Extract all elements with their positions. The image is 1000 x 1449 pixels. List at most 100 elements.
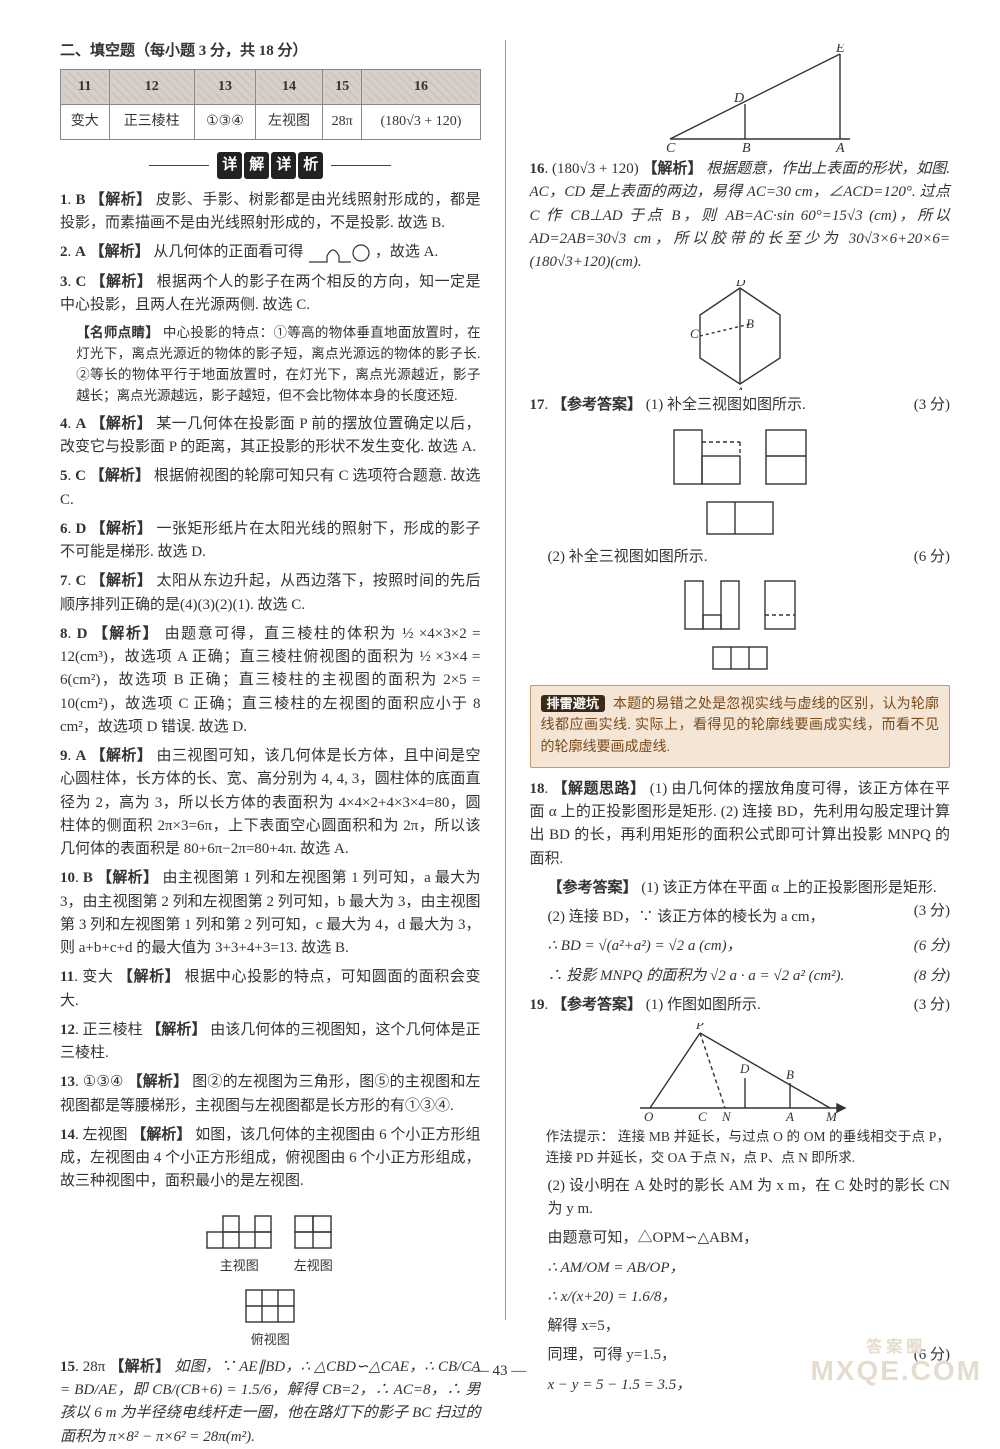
item-19-p2a: (2) 设小明在 A 处时的影长 AM 为 x m，在 C 处时的影长 CN 为… (530, 1175, 951, 1222)
item-4-label: 【解析】 (90, 416, 152, 432)
td-13: ①③④ (194, 104, 255, 139)
item-8-label: 【解析】 (93, 626, 159, 642)
item-2-body: 从几何体的正面看可得 (153, 244, 303, 260)
item-11-num: 11 (60, 969, 74, 985)
item-18: 18. 【解题思路】 (1) 由几何体的摆放角度可得，该正方体在平面 α 上的正… (530, 778, 951, 871)
q15-lbl-C: C (666, 141, 676, 154)
item-12: 12. 正三棱柱 【解析】 由该几何体的三视图知，这个几何体是正三棱柱. (60, 1019, 481, 1066)
item-19-hint-label: 作法提示： (546, 1129, 615, 1144)
item-13-ans: ①③④ (83, 1074, 124, 1090)
q19-lbl-M: M (825, 1109, 838, 1123)
item-16-num: 16 (530, 161, 545, 177)
watermark: 答案圈 MXQE.COM (810, 1339, 982, 1387)
item-11-label: 【解析】 (118, 969, 180, 985)
item-14: 14. 左视图 【解析】 如图，该几何体的主视图由 6 个小正方形组成，左视图由… (60, 1124, 481, 1194)
item-17-s1: (3 分) (914, 394, 950, 417)
item-2: 2. A 【解析】 从几何体的正面看可得 ，故选 A. (60, 241, 481, 264)
item-5-label: 【解析】 (90, 468, 150, 484)
item-10-ans: B (83, 870, 93, 886)
item-7: 7. C 【解析】 太阳从东边升起，从西边落下，按照时间的先后顺序排列正确的是(… (60, 570, 481, 617)
item-19-num: 19 (530, 997, 545, 1013)
th-11: 11 (61, 70, 110, 105)
item-1: 1. B 【解析】 皮影、手影、树影都是由光线照射形成的，都是投影，而素描画不是… (60, 189, 481, 236)
item-18-s4: (8 分) (914, 965, 950, 988)
q16-lbl-B: B (746, 316, 754, 331)
item-13-body: 图②的左视图为三角形，图⑤的主视图和左视图都是等腰梯形，主视图与左视图都是长方形… (60, 1074, 481, 1113)
item-19-s1: (3 分) (914, 994, 950, 1017)
item-19-label: 【参考答案】 (552, 997, 642, 1013)
item-5: 5. C 【解析】 根据俯视图的轮廓可知只有 C 选项符合题意. 故选 C. (60, 465, 481, 512)
th-15: 15 (322, 70, 361, 105)
q19-lbl-A: A (785, 1109, 794, 1123)
item-4-num: 4 (60, 416, 68, 432)
item-3-ans: C (75, 274, 86, 290)
item-17: 17. 【参考答案】 (1) 补全三视图如图所示. (3 分) (530, 394, 951, 417)
item-3-tip: 【名师点睛】 中心投影的特点：①等高的物体垂直地面放置时，在灯光下，离点光源近的… (60, 323, 481, 407)
q17-fig1 (530, 424, 951, 490)
item-18-a3: ∴ BD = √(a²+a²) = √2 a (cm)， (6 分) (530, 935, 951, 958)
section2-title: 二、填空题（每小题 3 分，共 18 分） (60, 40, 481, 63)
td-11: 变大 (61, 104, 110, 139)
item-16-ans: (180√3 + 120) (552, 161, 639, 177)
item-16-label: 【解析】 (642, 161, 702, 177)
q19-lbl-O: O (644, 1109, 654, 1123)
item-12-num: 12 (60, 1022, 75, 1038)
item-7-label: 【解析】 (91, 573, 153, 589)
watermark-top: 答案圈 (810, 1339, 982, 1357)
th-14: 14 (256, 70, 323, 105)
th-13: 13 (194, 70, 255, 105)
item-18-a4-text: ∴ 投影 MNPQ 的面积为 √2 a · a = √2 a² (cm²). (548, 968, 845, 984)
q14-main-label: 主视图 (203, 1256, 275, 1276)
td-15: 28π (322, 104, 361, 139)
item-11-ans: 变大 (82, 969, 113, 985)
item-3-tip-label: 【名师点睛】 (76, 325, 159, 340)
item-10: 10. B 【解析】 由主视图第 1 列和左视图第 1 列可知，a 最大为 3，… (60, 867, 481, 960)
q19-lbl-N: N (721, 1109, 732, 1123)
item-17-p1: (1) 补全三视图如图所示. (646, 397, 806, 413)
banner-ch-1: 解 (244, 152, 269, 179)
item-8: 8. D 【解析】 由题意可得，直三棱柱的体积为 ½ ×4×3×2 = 12(c… (60, 623, 481, 739)
item-8-ans: D (77, 626, 88, 642)
item-9-ans: A (75, 748, 86, 764)
item-1-ans: B (75, 192, 85, 208)
item-9-num: 9 (60, 748, 68, 764)
item-12-label: 【解析】 (146, 1022, 206, 1038)
banner-ch-2: 详 (271, 152, 296, 179)
item-13: 13. ①③④ 【解析】 图②的左视图为三角形，图⑤的主视图和左视图都是等腰梯形… (60, 1071, 481, 1118)
q19-lbl-D: D (739, 1061, 750, 1076)
item-19-eq1: ∴ AM/OM = AB/OP， (530, 1257, 951, 1280)
q17-fig2 (530, 575, 951, 635)
q14-top-view: 俯视图 (60, 1282, 481, 1350)
item-14-num: 14 (60, 1127, 75, 1143)
item-2-inline-fig (307, 242, 371, 264)
item-4: 4. A 【解析】 某一几何体在投影面 P 前的摆放位置确定以后，改变它与投影面… (60, 413, 481, 460)
th-12: 12 (109, 70, 194, 105)
q16-figure: D C B A (680, 280, 800, 390)
item-18-label1: 【解题思路】 (553, 781, 646, 797)
tip-box: 排雷避坑 本题的易错之处是忽视实线与虚线的区别，认为轮廓线都应画实线. 实际上，… (530, 685, 951, 768)
q15-lbl-D: D (733, 91, 744, 106)
item-13-label: 【解析】 (128, 1074, 189, 1090)
item-6-label: 【解析】 (91, 521, 153, 537)
item-3-num: 3 (60, 274, 68, 290)
td-14: 左视图 (256, 104, 323, 139)
fill-blank-table: 11 12 13 14 15 16 变大 正三棱柱 ①③④ 左视图 28π (1… (60, 69, 481, 139)
q17-fig2b (530, 641, 951, 675)
item-9: 9. A 【解析】 由三视图可知，该几何体是长方体，且中间是空心圆柱体，长方体的… (60, 745, 481, 861)
q19-figure: P D B O C N A M (620, 1023, 860, 1123)
item-16-body: 根据题意，作出上表面的形状，如图. AC，CD 是上表面的两边，易得 AC=30… (530, 161, 951, 270)
item-17-label: 【参考答案】 (552, 397, 642, 413)
item-8-body: 由题意可得，直三棱柱的体积为 ½ ×4×3×2 = 12(cm³)，故选项 A … (60, 626, 481, 735)
item-10-label: 【解析】 (97, 870, 158, 886)
item-2-label: 【解析】 (90, 244, 150, 260)
item-6-num: 6 (60, 521, 68, 537)
item-3: 3. C 【解析】 根据两个人的影子在两个相反的方向，知一定是中心投影，且两人在… (60, 271, 481, 318)
q15-lbl-A: A (835, 141, 845, 154)
item-18-a4: ∴ 投影 MNPQ 的面积为 √2 a · a = √2 a² (cm²). (… (530, 965, 951, 988)
detail-banner: 详 解 详 析 (60, 152, 481, 179)
item-18-s3: (6 分) (914, 935, 950, 958)
banner-ch-0: 详 (217, 152, 242, 179)
item-14-ans: 左视图 (83, 1127, 128, 1143)
item-7-ans: C (75, 573, 86, 589)
item-4-ans: A (75, 416, 86, 432)
